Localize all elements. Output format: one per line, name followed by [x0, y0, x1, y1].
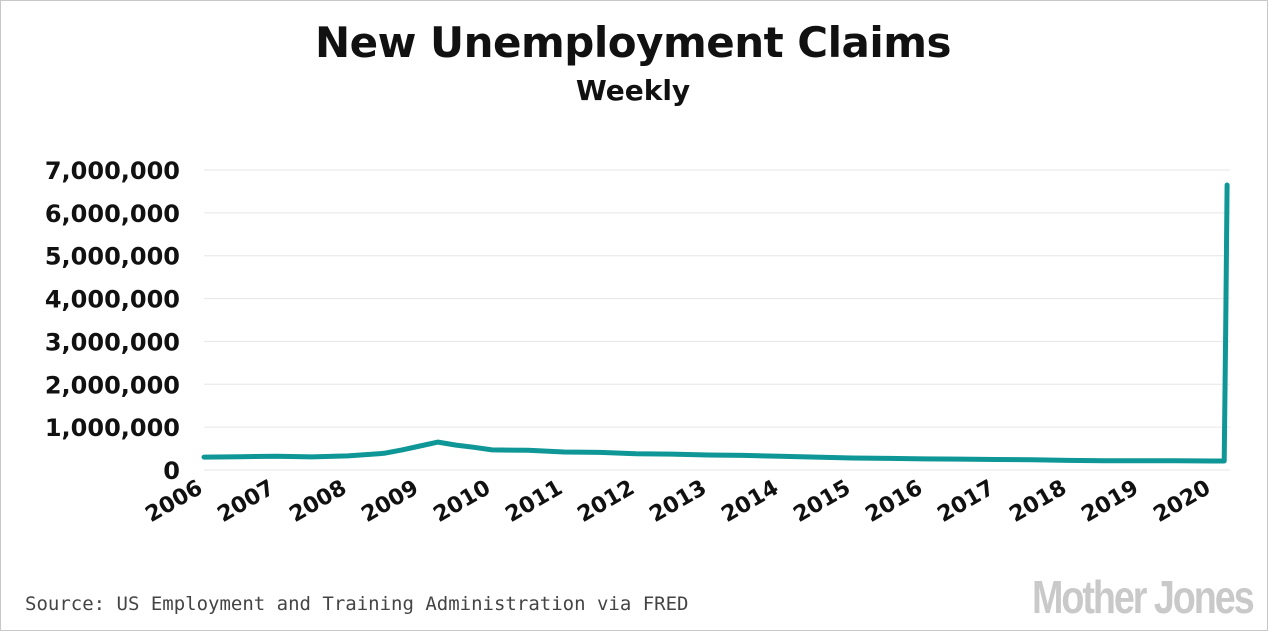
x-tick-label: 2016 [861, 476, 927, 528]
x-tick-label: 2019 [1077, 476, 1143, 528]
x-tick-label: 2008 [285, 476, 351, 528]
x-tick-label: 2017 [933, 476, 999, 528]
x-tick-label: 2020 [1149, 476, 1215, 528]
y-tick-label: 7,000,000 [45, 157, 180, 185]
y-axis-tick-labels: 0 1,000,000 2,000,000 3,000,000 4,000,000 5,0… [45, 157, 180, 485]
y-tick-label: 0 [163, 457, 180, 485]
y-tick-label: 1,000,000 [45, 414, 180, 442]
x-tick-label: 2018 [1005, 476, 1071, 528]
y-tick-label: 5,000,000 [45, 243, 180, 271]
x-tick-label: 2007 [213, 476, 279, 528]
x-tick-label: 2010 [429, 476, 495, 528]
grid-lines [204, 169, 1230, 471]
y-tick-label: 2,000,000 [45, 371, 180, 399]
y-tick-label: 3,000,000 [45, 328, 180, 356]
chart-title: New Unemployment Claims [314, 18, 952, 67]
x-tick-label: 2014 [717, 476, 783, 528]
claims-line [201, 182, 1230, 464]
x-tick-label: 2011 [501, 476, 567, 528]
chart-subtitle: Weekly [575, 74, 691, 107]
mother-jones-logo: Mother Jones [1032, 571, 1255, 623]
x-tick-label: 2012 [573, 476, 639, 528]
x-tick-label: 2013 [645, 476, 711, 528]
y-tick-label: 6,000,000 [45, 200, 180, 228]
x-tick-label: 2015 [789, 476, 855, 528]
series-lines [201, 182, 1230, 464]
x-tick-label: 2009 [357, 476, 423, 528]
y-tick-label: 4,000,000 [45, 286, 180, 314]
x-axis-tick-labels: 2006 2007 2008 2009 2010 2011 2012 2013 2014 2015… [141, 476, 1215, 528]
source-note: Source: US Employment and Training Admin… [25, 593, 689, 615]
